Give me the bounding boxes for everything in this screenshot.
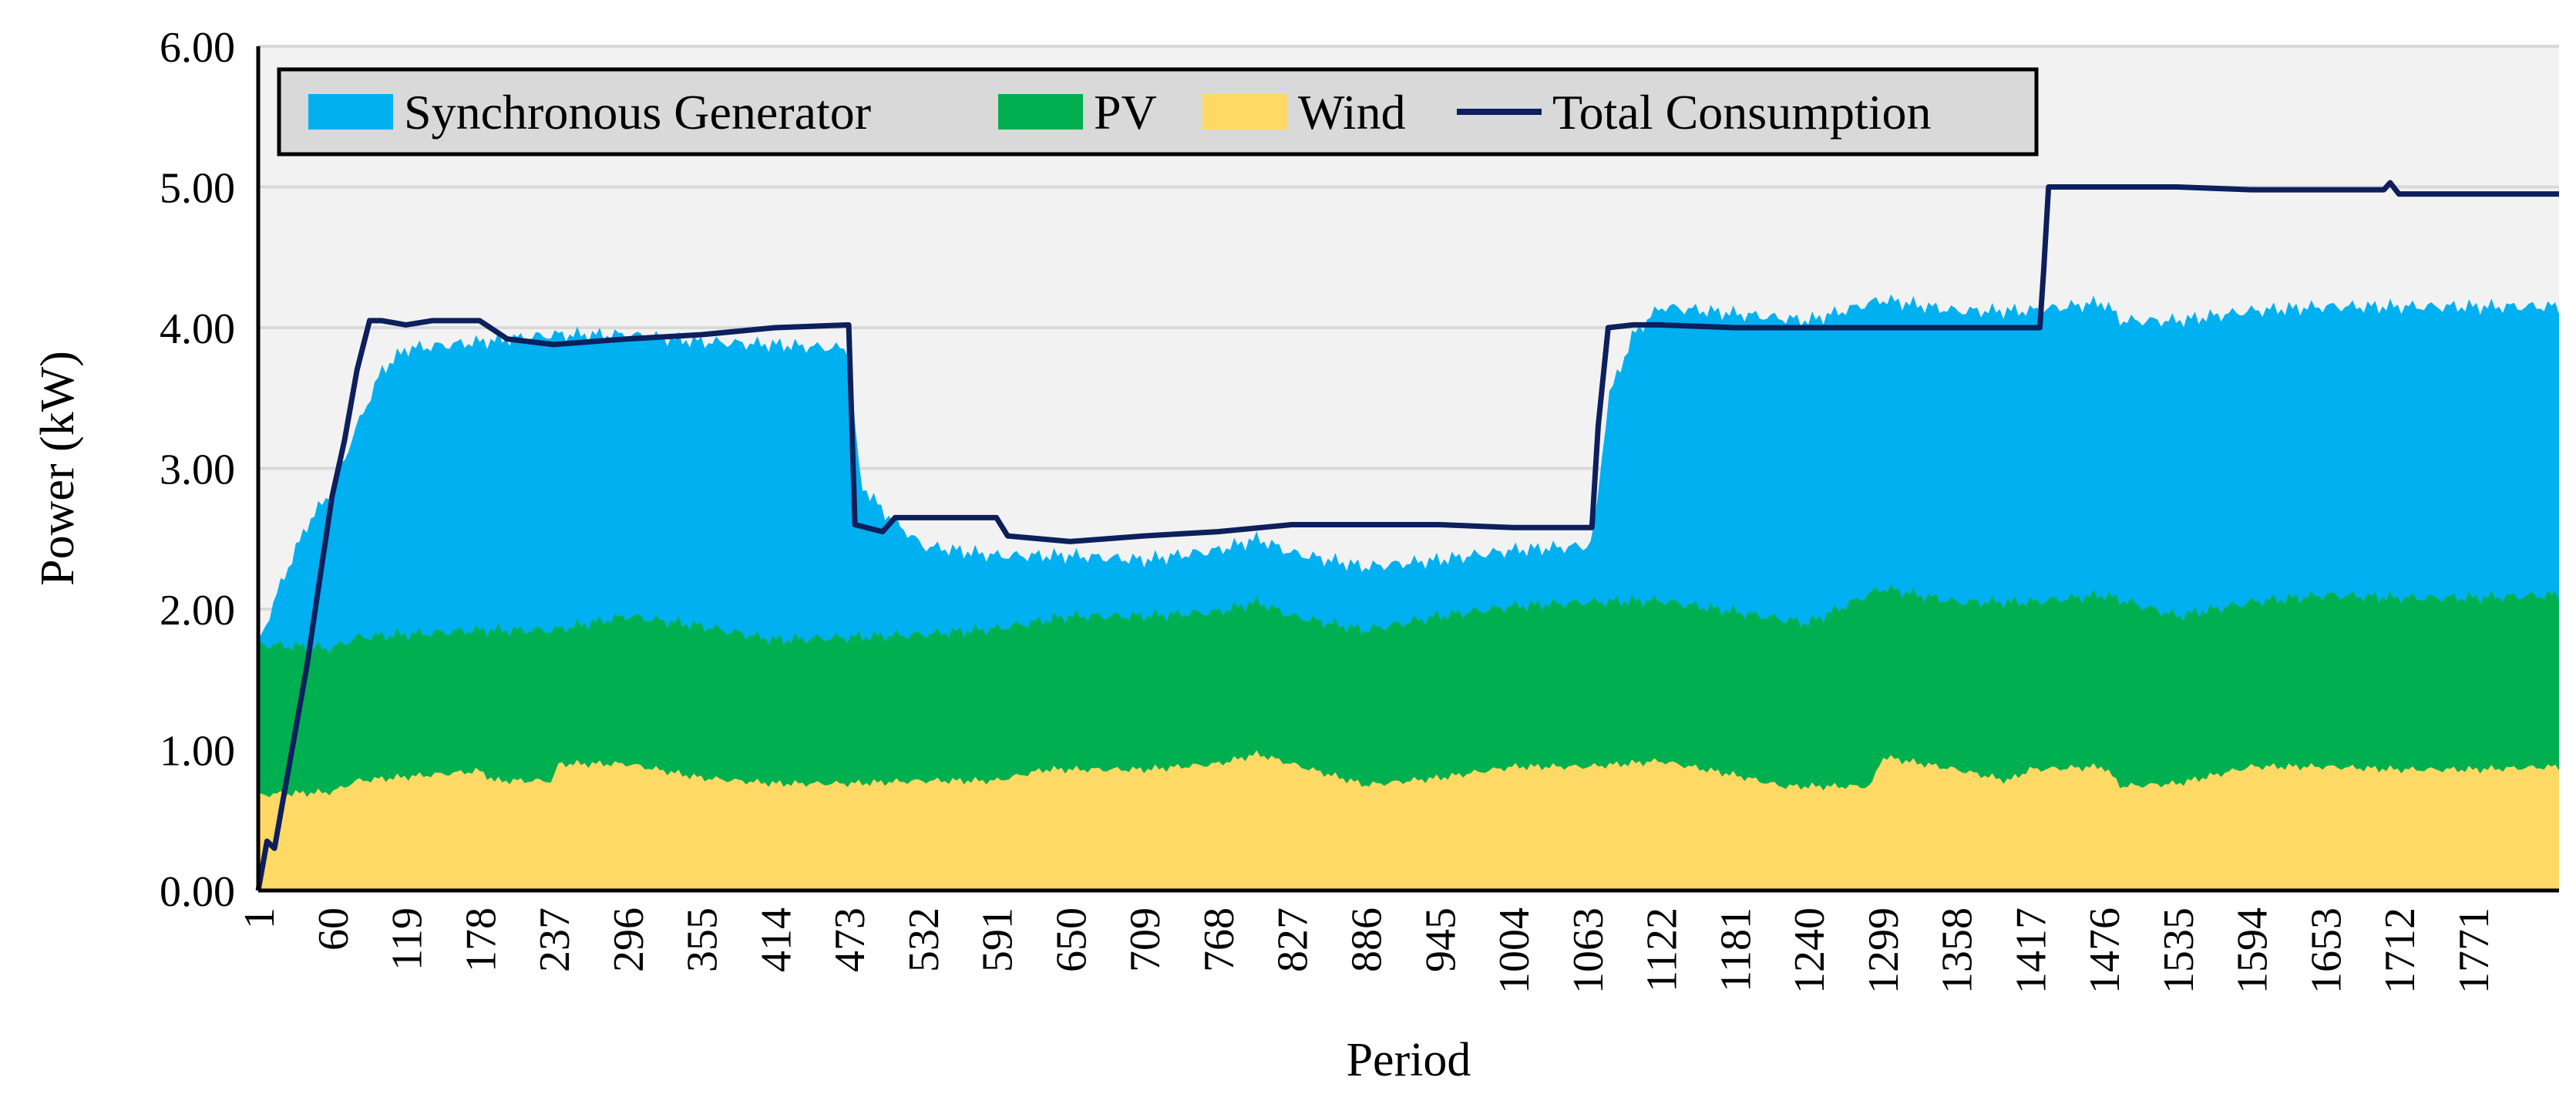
y-tick-label: 6.00	[160, 24, 235, 72]
x-tick-label: 296	[605, 907, 653, 972]
x-tick-label: 650	[1048, 907, 1095, 972]
legend-label-sync: Synchronous Generator	[404, 85, 871, 140]
x-tick-label: 1181	[1712, 907, 1760, 992]
legend-label-pv: PV	[1094, 85, 1157, 140]
legend-swatch-pv	[998, 94, 1083, 130]
stacked-areas	[258, 294, 2559, 891]
y-tick-label: 5.00	[160, 165, 235, 213]
axes	[256, 46, 2559, 893]
y-tick-label: 3.00	[160, 446, 235, 494]
x-tick-labels: 1 60 119 178 237 296 355 414 473 532 591 650 709 768 8…	[236, 907, 2498, 994]
x-tick-label: 768	[1196, 907, 1243, 972]
consumption-line-group	[255, 180, 2559, 891]
x-tick-label: 1535	[2155, 907, 2203, 994]
x-tick-label: 178	[457, 907, 505, 972]
legend-label-wind: Wind	[1298, 85, 1406, 140]
y-tick-labels: 0.00 1.00 2.00 3.00 4.00 5.00 6.00	[160, 24, 235, 916]
line-total-consumption	[255, 180, 2559, 891]
x-tick-label: 886	[1343, 907, 1391, 972]
x-axis-title: Period	[1347, 1034, 1471, 1086]
x-tick-label: 237	[531, 907, 579, 972]
x-tick-label: 1004	[1491, 907, 1539, 994]
x-tick-label: 1771	[2450, 907, 2498, 994]
legend-swatch-wind	[1202, 94, 1287, 130]
x-tick-label: 473	[826, 907, 874, 972]
x-tick-label: 1122	[1639, 907, 1687, 992]
legend-swatch-sync	[308, 94, 393, 130]
x-tick-label: 532	[900, 907, 948, 972]
x-tick-label: 709	[1122, 907, 1169, 972]
y-tick-label: 4.00	[160, 305, 235, 353]
y-tick-label: 1.00	[160, 728, 235, 776]
x-tick-label: 1476	[2081, 907, 2129, 994]
y-tick-label: 0.00	[160, 868, 235, 916]
x-tick-label: 1712	[2376, 907, 2424, 994]
x-tick-label: 1594	[2229, 907, 2277, 994]
legend-box	[277, 67, 2039, 157]
x-tick-label: 591	[974, 907, 1022, 972]
x-tick-label: 1063	[1565, 907, 1613, 994]
legend-label-consumption: Total Consumption	[1552, 85, 1932, 140]
x-tick-label: 1240	[1786, 907, 1834, 994]
y-tick-label: 2.00	[160, 587, 235, 635]
x-tick-label: 1299	[1860, 907, 1908, 994]
y-axis-title: Power (kW)	[32, 351, 84, 586]
x-tick-label: 827	[1270, 907, 1317, 972]
x-tick-label: 119	[384, 907, 432, 971]
legend: Synchronous Generator PV Wind Total Consump…	[277, 67, 2039, 157]
x-tick-label: 414	[752, 907, 800, 972]
x-tick-label: 1417	[2007, 907, 2055, 994]
x-tick-label: 1	[236, 907, 284, 929]
area-wind	[258, 750, 2559, 890]
x-tick-label: 945	[1417, 907, 1465, 972]
x-tick-label: 60	[310, 907, 358, 951]
x-tick-label: 1358	[1934, 907, 1982, 994]
x-tick-label: 355	[679, 907, 727, 972]
x-tick-label: 1653	[2302, 907, 2350, 994]
